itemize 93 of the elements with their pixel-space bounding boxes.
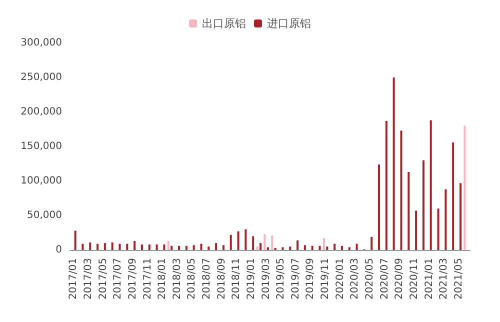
bar xyxy=(296,240,299,250)
x-tick-label: 2020/03 xyxy=(350,258,361,300)
bar xyxy=(415,210,418,250)
y-tick-label: 200,000 xyxy=(20,106,62,118)
bar xyxy=(89,242,92,250)
y-tick-label: 100,000 xyxy=(20,176,62,186)
legend-label: 进口原铝 xyxy=(267,17,311,30)
bar xyxy=(392,78,395,250)
x-tick-label: 2021/03 xyxy=(438,258,450,300)
bar xyxy=(422,160,424,250)
bar xyxy=(356,244,358,250)
y-tick-label: 150,000 xyxy=(20,141,62,152)
bar xyxy=(96,244,99,250)
x-tick-label: 2017/07 xyxy=(112,258,124,300)
bar xyxy=(266,247,269,250)
x-tick-label: 2019/09 xyxy=(305,258,316,300)
bar xyxy=(385,120,388,250)
bar xyxy=(370,236,373,250)
bar xyxy=(140,244,143,250)
bar xyxy=(408,172,410,250)
bar xyxy=(400,130,402,250)
bar xyxy=(126,244,128,250)
x-tick-label: 2020/11 xyxy=(408,258,420,300)
bar xyxy=(167,241,170,250)
bar xyxy=(170,246,173,250)
x-tick-label: 2018/03 xyxy=(172,258,183,300)
x-tick-label: 2018/07 xyxy=(202,258,213,300)
bar xyxy=(244,229,247,250)
bar xyxy=(118,244,121,250)
bar xyxy=(252,236,254,250)
bar xyxy=(464,126,466,250)
bar xyxy=(322,238,325,250)
x-tick-label: 2017/03 xyxy=(83,258,94,300)
bar xyxy=(304,245,306,250)
x-tick-label: 2019/05 xyxy=(276,258,287,300)
x-tick-label: 2017/09 xyxy=(127,258,138,300)
bar xyxy=(230,234,232,250)
x-tick-label: 2021/01 xyxy=(424,258,435,300)
bar xyxy=(378,164,380,250)
bar xyxy=(437,208,440,250)
y-tick-label: 50,000 xyxy=(27,210,62,221)
bar xyxy=(264,234,266,250)
x-tick-label: 2020/01 xyxy=(334,258,346,300)
x-tick-label: 2017/11 xyxy=(142,258,154,300)
bar xyxy=(282,247,284,250)
x-tick-label: 2018/11 xyxy=(231,258,242,300)
bar xyxy=(74,230,76,250)
y-tick-label: 300,000 xyxy=(20,38,62,48)
x-tick-label: 2017/01 xyxy=(68,258,80,300)
bar xyxy=(256,246,258,250)
bar xyxy=(340,246,343,250)
bar xyxy=(289,246,292,250)
bar xyxy=(185,246,188,250)
bar xyxy=(222,245,224,250)
x-tick-label: 2019/03 xyxy=(260,258,272,300)
bar xyxy=(259,243,262,250)
x-tick-label: 2018/09 xyxy=(216,258,228,300)
bar xyxy=(311,246,314,250)
bar xyxy=(111,242,114,250)
bar xyxy=(208,246,210,250)
bar xyxy=(452,142,454,250)
x-tick-label: 2020/07 xyxy=(379,258,390,300)
bar xyxy=(178,246,180,250)
bar xyxy=(237,231,240,250)
bar xyxy=(334,244,336,250)
bar xyxy=(200,244,202,250)
bar xyxy=(163,244,166,250)
bar xyxy=(192,245,195,250)
x-tick-label: 2019/07 xyxy=(290,258,302,300)
x-tick-label: 2018/05 xyxy=(186,258,198,300)
legend-label: 出口原铝 xyxy=(202,17,246,30)
y-tick-label: 250,000 xyxy=(20,72,62,83)
x-tick-label: 2019/11 xyxy=(320,258,332,300)
bar xyxy=(318,246,321,250)
x-tick-label: 2021/05 xyxy=(453,258,464,300)
x-tick-label: 2019/01 xyxy=(246,258,257,300)
bar xyxy=(326,246,328,250)
bar xyxy=(148,244,150,250)
bar xyxy=(444,189,447,250)
bar xyxy=(348,247,350,250)
bar xyxy=(215,243,218,250)
bar xyxy=(104,243,106,250)
y-tick-label: 0 xyxy=(56,244,62,256)
x-tick-label: 2018/01 xyxy=(157,258,168,300)
bar xyxy=(430,120,432,250)
x-tick-label: 2017/05 xyxy=(98,258,109,300)
x-tick-label: 2020/09 xyxy=(394,258,406,300)
bar xyxy=(134,241,136,250)
bar xyxy=(459,183,462,250)
x-tick-label: 2020/05 xyxy=(364,258,376,300)
bar xyxy=(156,244,158,250)
bar xyxy=(271,236,274,250)
bar xyxy=(82,244,84,250)
